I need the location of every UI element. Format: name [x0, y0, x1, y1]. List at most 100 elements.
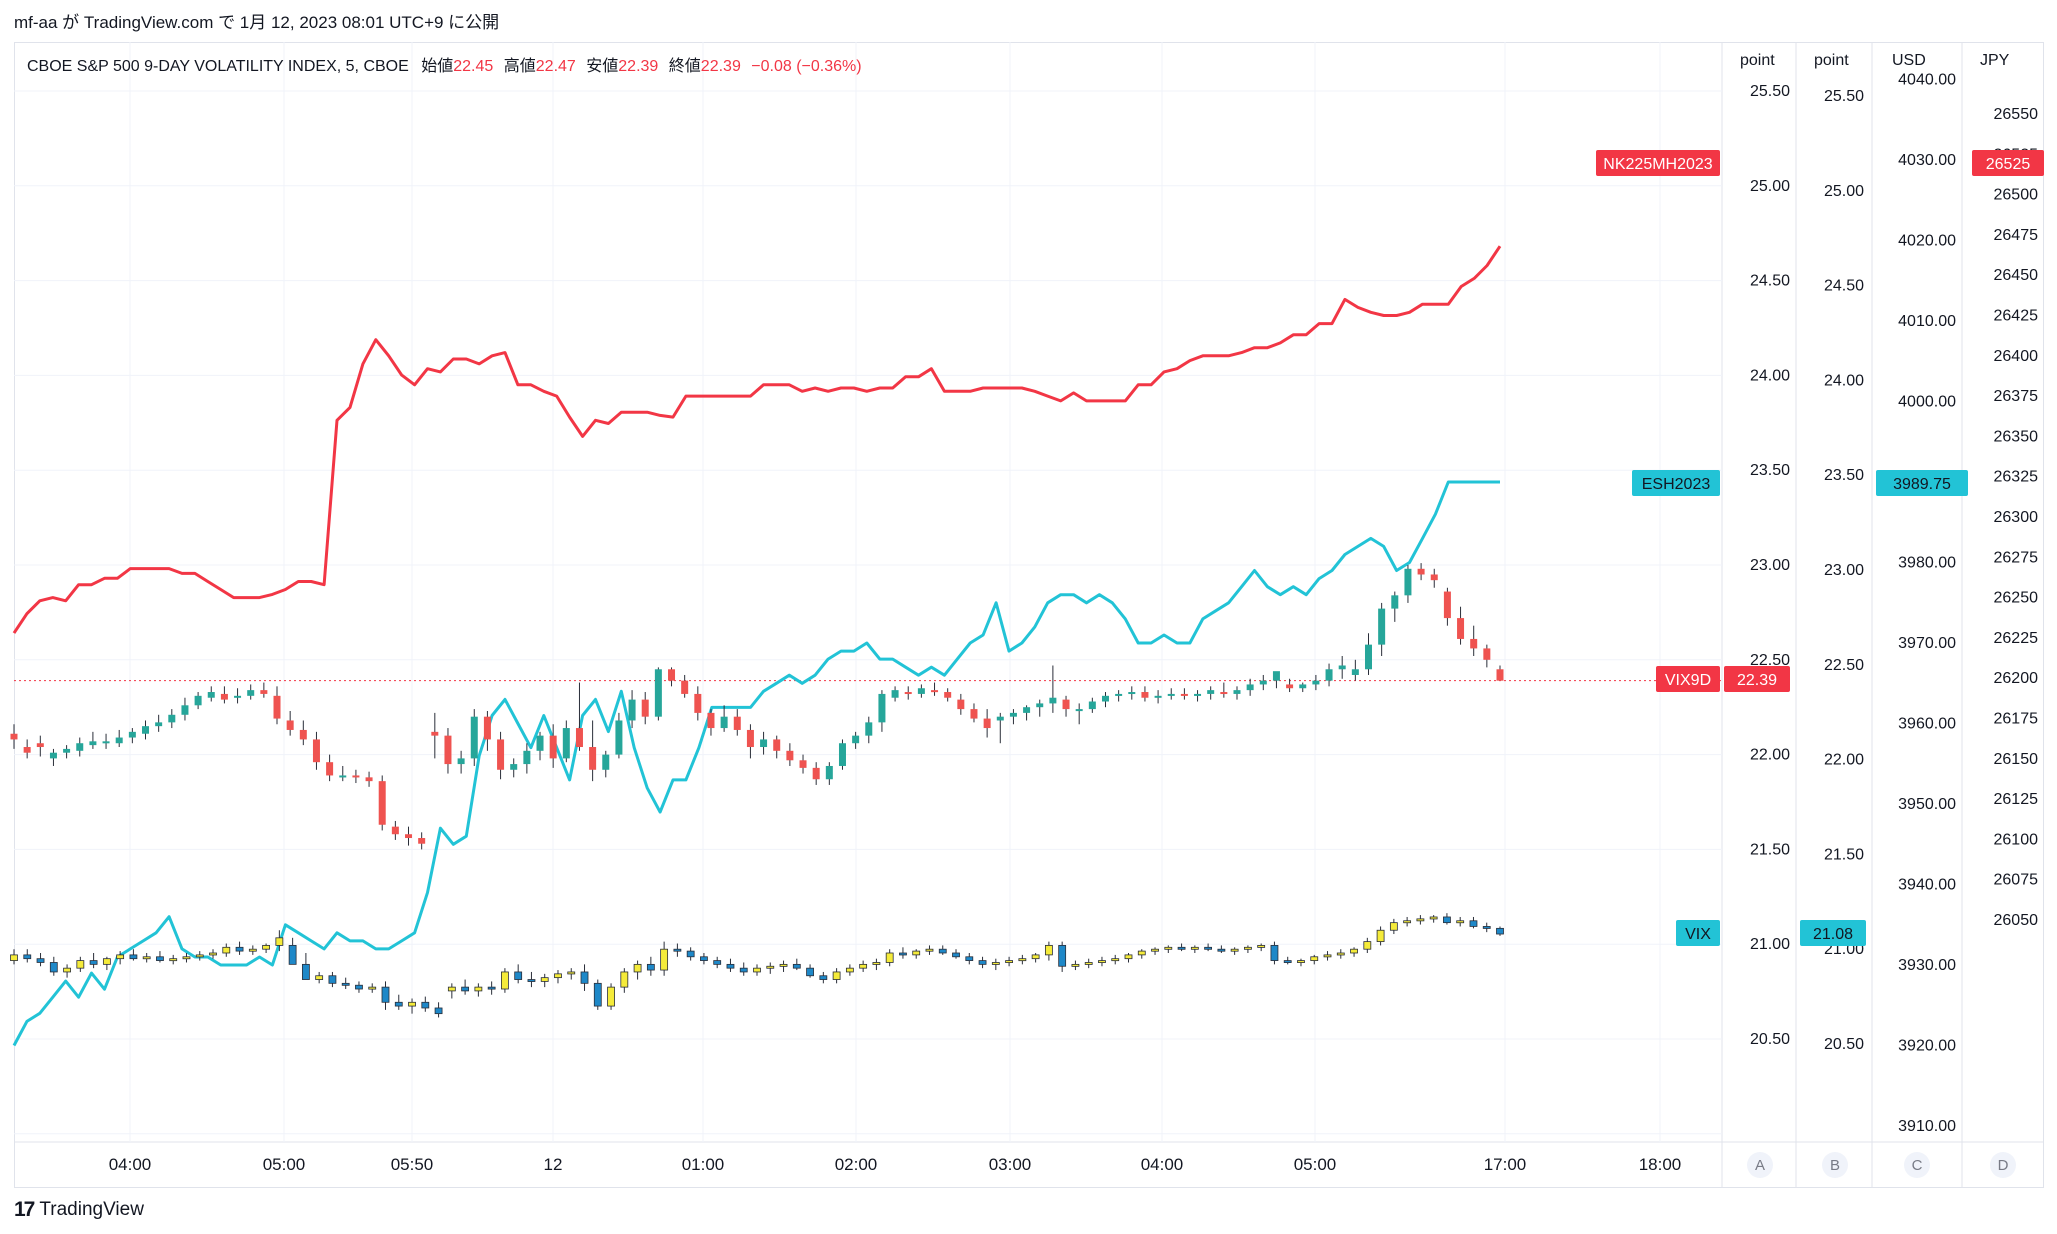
y-tick-label: 26350: [1994, 428, 2039, 445]
candle-body: [36, 743, 44, 748]
candle-body: [991, 962, 1000, 965]
candle-body: [1378, 608, 1386, 645]
y-tick-label: 26150: [1994, 751, 2039, 768]
candle-body: [957, 699, 965, 710]
candle-body: [1363, 941, 1372, 950]
candle-body: [1404, 568, 1412, 596]
candle-body: [421, 1001, 430, 1009]
candle-body: [952, 952, 960, 958]
y-tick-label: 26250: [1994, 590, 2039, 607]
candle-body: [878, 693, 886, 723]
candle-body: [1482, 926, 1491, 929]
candle-body: [510, 764, 518, 770]
candle-body: [681, 680, 689, 694]
candle-body: [1312, 680, 1320, 685]
y-tick-label: 21.00: [1750, 936, 1790, 953]
y-tick-label: 21.50: [1750, 841, 1790, 858]
candle-body: [806, 967, 814, 977]
price-axis-A: point 25.50 25.00 24.50 24.00 23.50 23.00 22.50…: [1740, 52, 1790, 1048]
candle-body: [328, 975, 337, 984]
series-esh2023: [12, 480, 1500, 1047]
candle-body: [115, 737, 123, 744]
candle-body: [1351, 669, 1359, 675]
change-value: −0.08 (−0.36%): [751, 58, 862, 75]
candle-body: [301, 963, 310, 980]
candle-body: [352, 775, 360, 778]
candle-body: [234, 695, 242, 698]
symbol-legend: CBOE S&P 500 9-DAY VOLATILITY INDEX, 5, …: [27, 52, 862, 76]
y-tick-label: 26275: [1994, 549, 2039, 566]
series-nk225mh2023: [12, 245, 1502, 634]
y-tick-label: 22.00: [1750, 747, 1790, 764]
candle-body: [746, 729, 754, 748]
scale-button-C[interactable]: C: [1912, 1157, 1923, 1174]
candle-body: [753, 967, 761, 973]
y-tick-label: 22.00: [1824, 752, 1864, 769]
candle-body: [394, 1001, 403, 1007]
y-tick-label: 4000.00: [1898, 394, 1956, 411]
y-tick-label: 26325: [1994, 469, 2039, 486]
candle-body: [872, 962, 881, 965]
last-value-badge-nk225: 26525: [1972, 150, 2044, 176]
candle-body: [832, 971, 841, 980]
series-tag-esh2023-bg: [1632, 470, 1720, 496]
last-value-badge-esh2023-text: 3989.75: [1893, 476, 1951, 493]
scale-button-circle: [1822, 1152, 1848, 1178]
candle-body: [1338, 665, 1346, 670]
y-tick-label: 26400: [1994, 348, 2039, 365]
candle-body: [1075, 709, 1083, 712]
candle-body: [917, 688, 925, 694]
candle-body: [1084, 962, 1093, 965]
series-line: [12, 480, 1500, 1047]
candle-body: [195, 954, 204, 958]
y-tick-label: 23.50: [1824, 467, 1864, 484]
candle-body: [142, 726, 150, 734]
last-value-badge-esh2023-bg: [1876, 470, 1968, 496]
candle-body: [1230, 948, 1239, 952]
candle-body: [938, 948, 947, 954]
tradingview-logo[interactable]: 17 TradingView: [14, 1198, 144, 1222]
candle-body: [760, 739, 768, 748]
y-tick-label: 20.50: [1750, 1031, 1790, 1048]
candle-body: [156, 956, 164, 961]
series-tag-vix9d-text: VIX9D: [1665, 672, 1711, 689]
y-tick-label: 3960.00: [1898, 716, 1956, 733]
candle-body: [1062, 699, 1070, 710]
last-value-badge-nk225-text: 26525: [1986, 156, 2031, 173]
open-label: 始値: [421, 58, 454, 75]
candle-body: [1101, 695, 1109, 702]
candle-body: [220, 693, 228, 700]
candle-body: [1257, 945, 1266, 948]
candle-body: [1283, 960, 1292, 963]
candle-body: [391, 826, 399, 835]
x-tick-label: 18:00: [1639, 1155, 1682, 1174]
candle-body: [89, 741, 97, 746]
candle-body: [602, 754, 610, 770]
y-tick-label: 22.50: [1824, 657, 1864, 674]
last-value-badge-vix9d-bg: [1724, 666, 1790, 692]
candle-body: [1154, 695, 1162, 698]
candle-body: [63, 748, 71, 753]
candle-body: [1416, 918, 1425, 922]
last-value-badge-vix: 21.08: [1800, 920, 1866, 946]
candle-body: [925, 948, 934, 952]
scale-button-A[interactable]: A: [1755, 1157, 1765, 1174]
candle-body: [76, 960, 85, 969]
candle-body: [222, 946, 231, 954]
series-tag-vix9d: VIX9D: [1656, 666, 1720, 692]
y-tick-label: 26450: [1994, 267, 2039, 284]
price-axis-C: USD 4040.00 4030.00 4020.00 4010.00 4000.00 39…: [1892, 52, 1956, 1135]
candle-body: [1217, 948, 1226, 952]
candle-body: [275, 937, 284, 946]
y-tick-label: 3950.00: [1898, 796, 1956, 813]
candle-body: [368, 986, 377, 990]
candle-body: [129, 954, 138, 960]
candle-body: [273, 695, 281, 719]
candle-body: [978, 960, 987, 965]
scale-button-D[interactable]: D: [1998, 1157, 2009, 1174]
candle-body: [607, 986, 615, 1007]
scale-button-B[interactable]: B: [1830, 1157, 1840, 1174]
candle-body: [312, 739, 320, 763]
candle-body: [668, 669, 676, 681]
